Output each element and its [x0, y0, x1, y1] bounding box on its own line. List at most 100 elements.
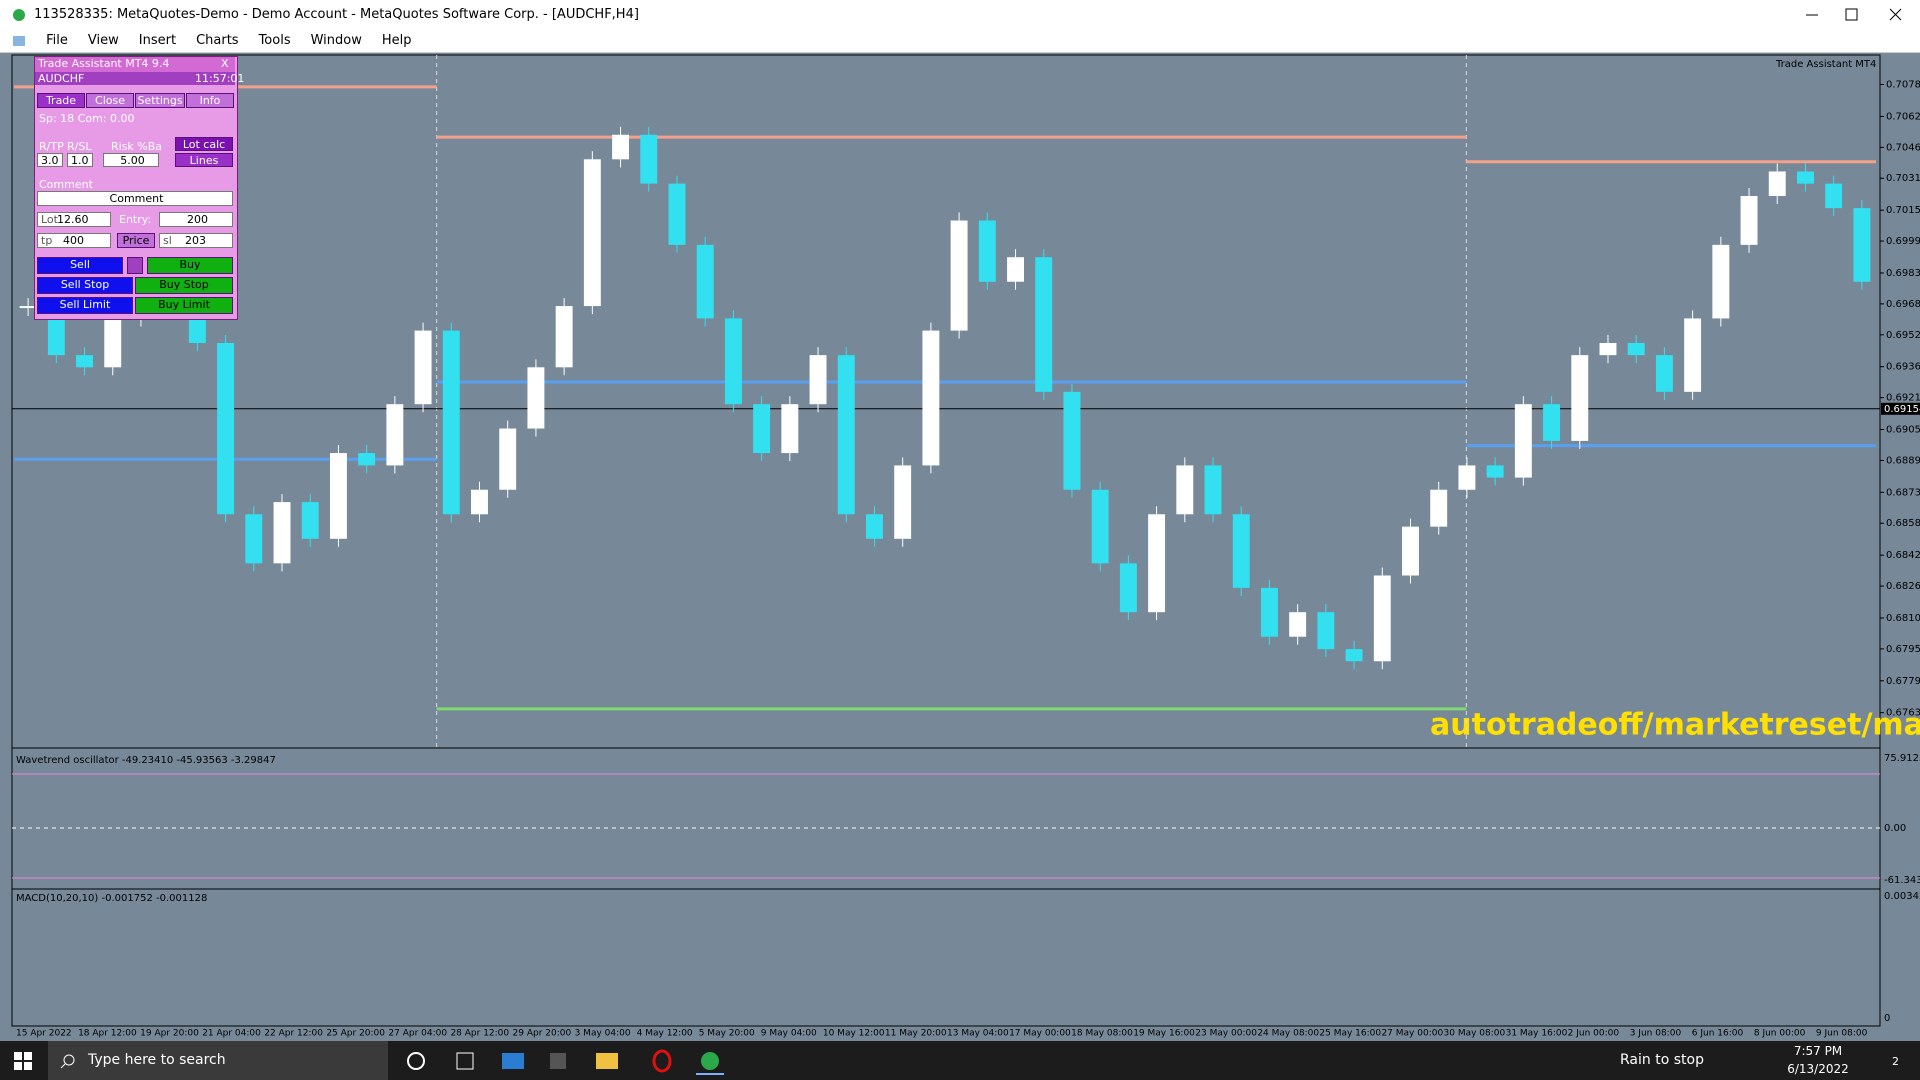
sell-stop-button[interactable]: Sell Stop [37, 277, 133, 294]
menu-item[interactable]: Window [310, 33, 362, 48]
lot-calc-button[interactable]: Lot calc [175, 137, 233, 151]
candle-body [1514, 404, 1532, 478]
x-tick-label: 25 May 16:00 [1319, 1029, 1381, 1039]
x-tick-label: 19 May 16:00 [1133, 1029, 1195, 1039]
candle-body [809, 355, 827, 405]
rsl-input[interactable]: 1.0 [67, 153, 93, 167]
macd-top-label: 0.003428 [1884, 891, 1920, 902]
current-price-label: 0.69154 [1884, 404, 1920, 415]
candle-body [950, 220, 968, 331]
x-tick-label: 5 May 20:00 [699, 1029, 755, 1039]
x-tick-label: 4 May 12:00 [637, 1029, 693, 1039]
y-tick-label: 0.70465 [1886, 142, 1920, 153]
lot-label: Lot [37, 212, 111, 227]
y-tick-label: 0.69835 [1886, 268, 1920, 279]
candle-body [1543, 404, 1561, 441]
tab[interactable]: Close [86, 93, 134, 108]
menu-item[interactable]: Help [381, 33, 412, 48]
trade-panel: Trade Assistant MT4 9.4 X AUDCHF 11:57:0… [34, 56, 244, 320]
window-controls[interactable] [1790, 0, 1920, 30]
chart-background [0, 52, 1920, 1041]
tab[interactable]: Info [186, 93, 234, 108]
start-button[interactable] [14, 1052, 32, 1070]
lines-button[interactable]: Lines [175, 153, 233, 167]
price-button[interactable]: Price [117, 233, 155, 248]
comment-input[interactable]: Comment [37, 191, 233, 206]
x-tick-label: 19 Apr 20:00 [140, 1029, 199, 1039]
y-tick-label: 0.69995 [1886, 236, 1920, 247]
candle-body [612, 134, 630, 160]
x-tick-label: 9 Jun 08:00 [1816, 1029, 1868, 1039]
lot-value[interactable]: 12.60 [57, 213, 89, 226]
osc-bottom-label: -61.3439 [1884, 875, 1920, 886]
candle-body [499, 428, 517, 490]
candle-body [273, 502, 291, 564]
menu-item[interactable]: Charts [196, 33, 239, 48]
menu-item[interactable]: File [46, 33, 68, 48]
candle-body [1035, 257, 1053, 392]
clock-time[interactable]: 7:57 PM [1793, 1044, 1843, 1058]
rtp-input[interactable]: 3.0 [37, 153, 63, 167]
candle-body [1119, 563, 1137, 613]
y-tick-label: 0.68895 [1886, 455, 1920, 466]
x-tick-label: 11 May 20:00 [885, 1029, 947, 1039]
tab[interactable]: Settings [135, 93, 185, 108]
sl-value[interactable]: 203 [185, 234, 206, 247]
risk-input[interactable]: 5.00 [103, 153, 159, 167]
x-tick-label: 30 May 08:00 [1444, 1029, 1506, 1039]
search-icon [60, 1054, 75, 1069]
candle-body [1176, 465, 1194, 515]
search-box[interactable]: Type here to search [48, 1041, 388, 1080]
candle-body [1345, 649, 1363, 662]
candle-body [76, 355, 93, 368]
candle-body [1684, 318, 1702, 392]
candle-body [1712, 244, 1730, 319]
y-tick-label: 0.68105 [1886, 613, 1920, 624]
watermark: autotradeoff/marketreset/manat [1430, 708, 1920, 743]
comment-label: Comment [39, 178, 93, 191]
candle-body [1289, 612, 1307, 637]
notification-count[interactable]: 2 [1892, 1055, 1899, 1068]
panel-close[interactable]: X [221, 57, 229, 70]
buy-stop-button[interactable]: Buy Stop [135, 277, 233, 294]
candle-body [358, 453, 376, 466]
macd-label: MACD(10,20,10) -0.001752 -0.001128 [16, 893, 207, 904]
weather-text[interactable]: Rain to stop [1620, 1052, 1704, 1068]
candle-body [922, 330, 940, 466]
menu-item[interactable]: Tools [258, 33, 291, 48]
menu-item[interactable]: View [87, 33, 119, 48]
taskbar-apps[interactable] [400, 1047, 740, 1075]
entry-input[interactable]: 200 [159, 212, 233, 227]
spacer-button [127, 257, 143, 274]
risk-label: Risk %Ba [111, 140, 163, 153]
current-price-tag [1881, 402, 1920, 415]
candle-body [1063, 391, 1081, 490]
tab[interactable]: Trade [37, 93, 85, 108]
x-tick-label: 17 May 00:00 [1009, 1029, 1071, 1039]
candle-body [1204, 465, 1222, 515]
x-tick-label: 27 Apr 04:00 [388, 1029, 447, 1039]
tp-value[interactable]: 400 [63, 234, 84, 247]
rtp-label: R/TP [39, 140, 64, 153]
x-tick-label: 10 May 12:00 [823, 1029, 885, 1039]
candle-body [866, 514, 883, 539]
candle-body [386, 404, 404, 466]
menu-item[interactable]: Insert [138, 33, 177, 48]
buy-limit-button[interactable]: Buy Limit [135, 297, 233, 314]
menu-bar: File View Insert Charts Tools Window Help [0, 30, 1920, 53]
candle-body [1007, 257, 1024, 282]
osc-zero-label: 0.00 [1884, 823, 1906, 834]
x-tick-label: 3 Jun 08:00 [1630, 1029, 1682, 1039]
sell-button[interactable]: Sell [37, 257, 123, 274]
sell-limit-button[interactable]: Sell Limit [37, 297, 133, 314]
y-tick-label: 0.69365 [1886, 362, 1920, 373]
buy-button[interactable]: Buy [147, 257, 233, 274]
clock-date[interactable]: 6/13/2022 [1787, 1062, 1849, 1076]
